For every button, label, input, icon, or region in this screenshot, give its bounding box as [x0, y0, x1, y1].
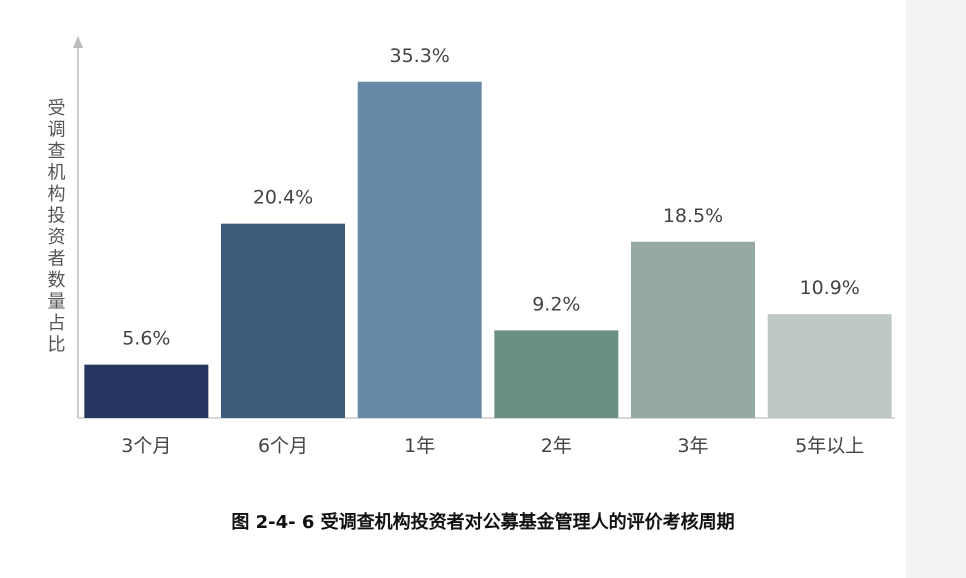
- value-label: 35.3%: [389, 45, 449, 67]
- x-tick-label: 3年: [677, 435, 708, 457]
- bar: [221, 223, 345, 418]
- value-label: 20.4%: [253, 187, 313, 209]
- bar: [631, 241, 755, 418]
- y-axis-label: 受调查机构投资者数量占比: [45, 98, 66, 356]
- x-tick-label: 2年: [541, 435, 572, 457]
- bar: [84, 364, 209, 418]
- bar: [767, 314, 892, 418]
- value-label: 9.2%: [532, 293, 580, 315]
- chart-title: 图 2-4- 6 受调查机构投资者对公募基金管理人的评价考核周期: [231, 511, 734, 533]
- x-tick-label: 6个月: [258, 435, 308, 457]
- x-tick-label: 5年以上: [795, 435, 864, 457]
- x-tick-label: 3个月: [121, 435, 171, 457]
- bar: [494, 330, 619, 418]
- value-label: 10.9%: [799, 277, 859, 299]
- y-axis-arrow: [73, 36, 83, 48]
- value-label: 18.5%: [663, 205, 723, 227]
- page-edge: [906, 0, 966, 578]
- bar: [357, 81, 482, 418]
- x-tick-label: 1年: [404, 435, 435, 457]
- value-label: 5.6%: [122, 328, 170, 350]
